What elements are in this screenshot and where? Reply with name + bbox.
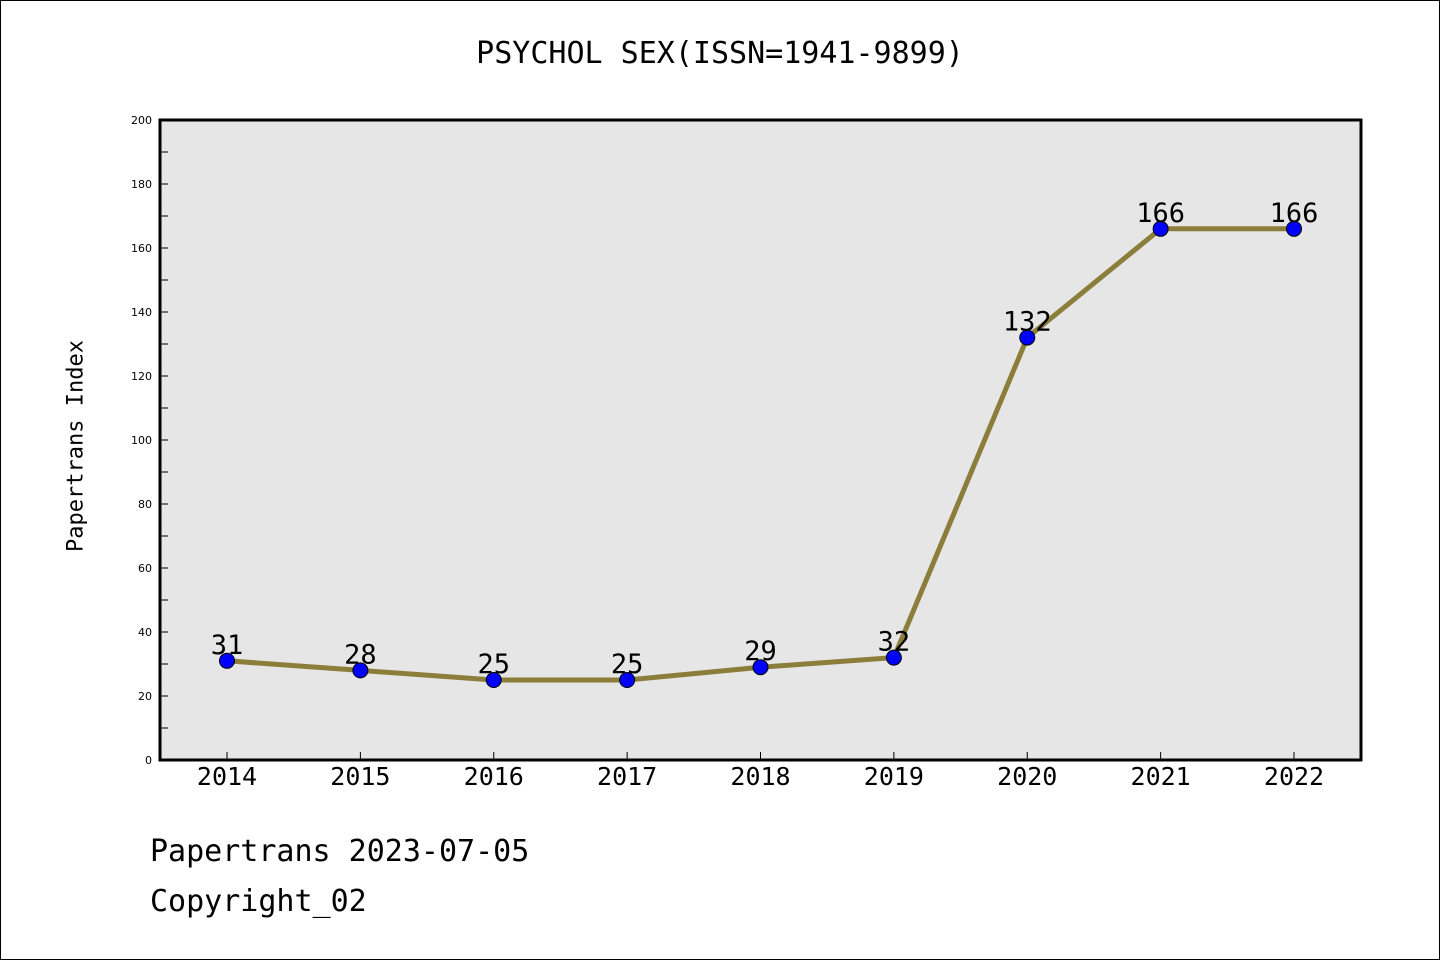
y-tick-label: 60 <box>138 562 152 575</box>
x-tick-label: 2018 <box>730 762 790 791</box>
y-tick-label: 200 <box>131 114 152 127</box>
x-axis: 2014 2015 2016 2017 2018 2019 2020 2021 2022 <box>197 752 1324 791</box>
data-label: 25 <box>477 649 510 680</box>
data-point <box>1019 329 1036 346</box>
data-label: 132 <box>1003 307 1052 338</box>
y-tick-label: 100 <box>131 434 152 447</box>
data-point <box>619 672 636 688</box>
y-tick-label: 40 <box>138 626 152 639</box>
footer-date: Papertrans 2023-07-05 <box>150 834 530 869</box>
data-label: 28 <box>344 639 377 670</box>
x-tick-label: 2017 <box>597 762 657 791</box>
y-tick-label: 20 <box>138 690 152 703</box>
x-tick-label: 2020 <box>997 762 1057 791</box>
data-label: 25 <box>611 649 644 680</box>
data-point <box>485 672 502 688</box>
y-tick-label: 140 <box>131 306 152 319</box>
y-tick-label: 0 <box>145 754 152 767</box>
chart-title: PSYCHOL SEX(ISSN=1941-9899) <box>476 36 964 71</box>
data-point <box>219 652 235 669</box>
data-label: 29 <box>744 636 777 667</box>
series-line-group: 31 28 25 25 29 32 132 166 166 <box>211 198 1319 688</box>
footer-copyright: Copyright_02 <box>150 884 367 919</box>
data-label: 31 <box>211 630 244 661</box>
data-point <box>885 649 902 666</box>
data-point <box>352 662 369 679</box>
x-tick-label: 2021 <box>1131 762 1191 791</box>
data-point <box>1286 220 1302 237</box>
data-point <box>752 659 769 676</box>
x-tick-label: 2022 <box>1264 762 1324 791</box>
y-tick-label: 80 <box>138 498 152 511</box>
y-tick-label: 180 <box>131 178 152 191</box>
data-label: 166 <box>1270 198 1319 229</box>
x-tick-label: 2019 <box>864 762 924 791</box>
data-label: 32 <box>878 627 911 658</box>
x-tick-label: 2016 <box>464 762 524 791</box>
data-point <box>1152 220 1169 237</box>
y-tick-label: 120 <box>131 370 152 383</box>
plot-border <box>158 118 1363 762</box>
data-label: 166 <box>1136 198 1185 229</box>
x-tick-label: 2015 <box>330 762 390 791</box>
x-tick-label: 2014 <box>197 762 257 791</box>
y-tick-label: 160 <box>131 242 152 255</box>
